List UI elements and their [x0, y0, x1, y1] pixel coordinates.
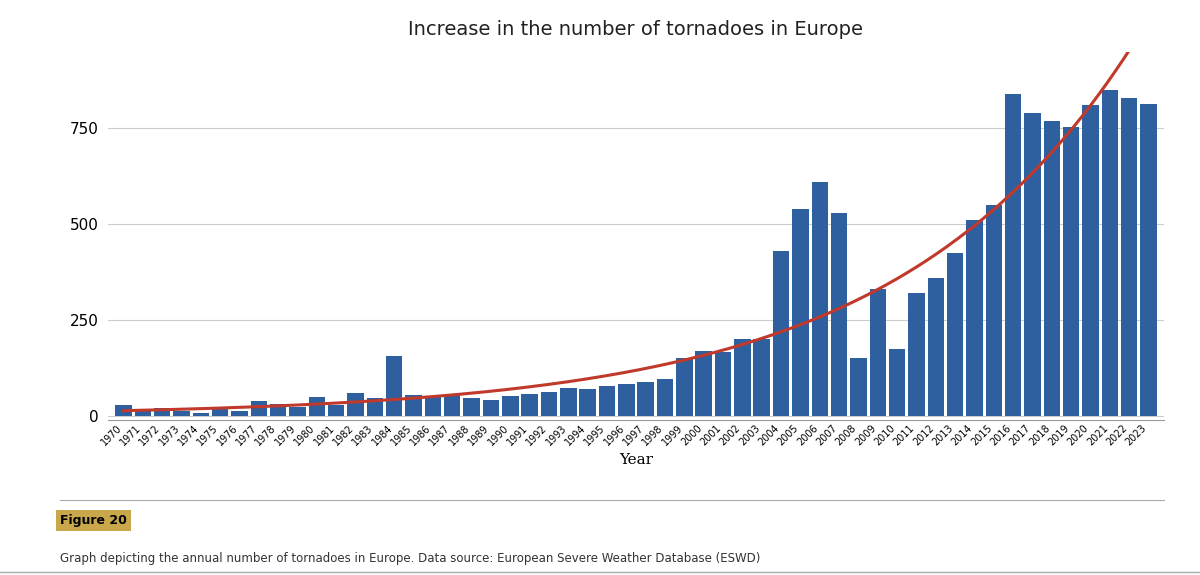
Bar — [173, 411, 190, 416]
Bar — [889, 349, 905, 416]
Bar — [289, 408, 306, 416]
Bar — [367, 397, 383, 416]
Bar — [850, 358, 866, 416]
Bar — [560, 388, 576, 416]
Bar — [541, 392, 557, 416]
Bar — [1004, 94, 1021, 416]
Bar — [463, 397, 480, 416]
Bar — [1140, 104, 1157, 416]
Bar — [1121, 98, 1138, 416]
Bar — [347, 393, 364, 416]
Text: Graph depicting the annual number of tornadoes in Europe. Data source: European : Graph depicting the annual number of tor… — [60, 552, 761, 565]
Bar — [599, 386, 616, 416]
Bar — [773, 251, 790, 416]
Bar — [328, 405, 344, 416]
Bar — [580, 389, 596, 416]
Bar — [270, 404, 287, 416]
Bar — [308, 397, 325, 416]
Bar — [232, 411, 247, 416]
Bar — [754, 339, 770, 416]
Bar — [522, 394, 538, 416]
Bar — [1063, 126, 1079, 416]
Bar — [425, 397, 442, 416]
Bar — [985, 205, 1002, 416]
Bar — [386, 356, 402, 416]
Bar — [1082, 105, 1099, 416]
Bar — [154, 408, 170, 416]
Text: Figure 20: Figure 20 — [60, 514, 127, 527]
Bar — [193, 413, 209, 416]
Bar — [444, 394, 461, 416]
Bar — [618, 385, 635, 416]
Bar — [406, 395, 422, 416]
Bar — [115, 405, 132, 416]
Bar — [928, 278, 944, 416]
Bar — [676, 358, 692, 416]
Bar — [811, 182, 828, 416]
Bar — [134, 411, 151, 416]
X-axis label: Year: Year — [619, 453, 653, 467]
Bar — [830, 213, 847, 416]
Bar — [251, 401, 268, 416]
Bar — [637, 382, 654, 416]
Bar — [1025, 113, 1040, 416]
Bar — [1102, 90, 1118, 416]
Bar — [696, 351, 712, 416]
Bar — [966, 220, 983, 416]
Bar — [482, 400, 499, 416]
Bar — [870, 289, 886, 416]
Bar — [734, 339, 750, 416]
Title: Increase in the number of tornadoes in Europe: Increase in the number of tornadoes in E… — [408, 20, 864, 39]
Bar — [792, 209, 809, 416]
Bar — [656, 380, 673, 416]
Bar — [947, 253, 964, 416]
Bar — [502, 396, 518, 416]
Bar — [212, 408, 228, 416]
Bar — [1044, 121, 1060, 416]
Bar — [908, 293, 925, 416]
Bar — [715, 351, 731, 416]
